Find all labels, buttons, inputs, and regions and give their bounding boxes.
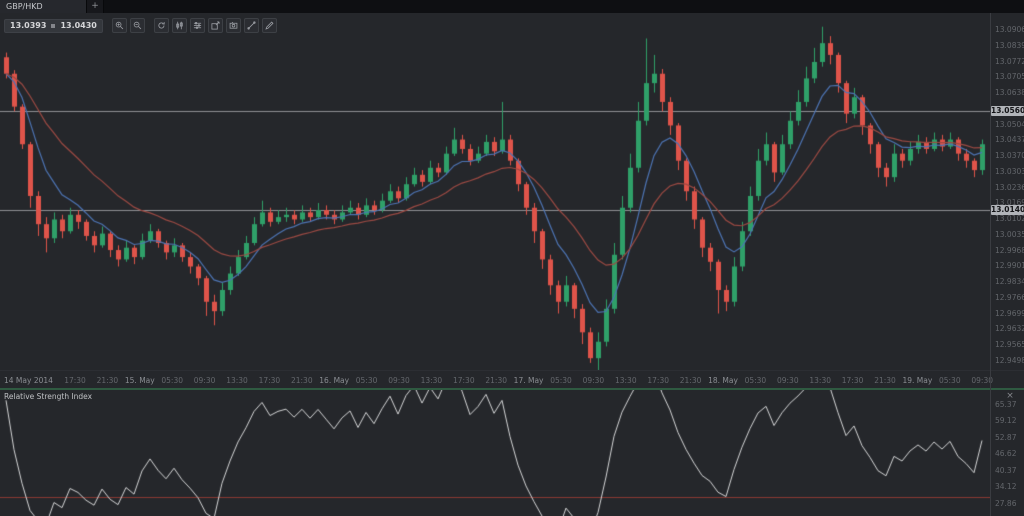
draw-icon[interactable]: [261, 18, 277, 33]
price-tick-label: 12.9632: [995, 324, 1024, 334]
indicators-icon[interactable]: [189, 18, 205, 33]
axis-separator-line: [990, 13, 991, 516]
rsi-title: Relative Strength Index: [4, 392, 93, 401]
candlestick-icon[interactable]: [171, 18, 187, 33]
zoom-out-icon[interactable]: [129, 18, 145, 33]
rsi-tick-label: 65.37: [995, 399, 1017, 409]
time-axis: 14 May 2014 17:30 21:30 15. May 05:30 09:30 13…: [0, 370, 1024, 389]
zoom-reset-icon[interactable]: [153, 18, 169, 33]
price-tick-label: 13.0705: [995, 72, 1024, 82]
compare-icon[interactable]: [207, 18, 223, 33]
time-axis-label: 18. May: [708, 376, 738, 385]
time-axis-label: 09:30: [193, 376, 216, 385]
rsi-tick-label: 40.37: [995, 465, 1017, 475]
time-axis-label: 21:30: [96, 376, 119, 385]
rsi-tick-label: 34.12: [995, 482, 1017, 492]
screenshot-icon[interactable]: [225, 18, 241, 33]
tab-bar: GBP/HKD +: [0, 0, 1024, 14]
rsi-tick-label: 52.87: [995, 432, 1017, 442]
time-axis-label: 14 May 2014: [4, 376, 53, 385]
time-axis-label: 17:30: [258, 376, 281, 385]
price-tick-label: 12.9565: [995, 340, 1024, 350]
time-axis-label: 09:30: [582, 376, 605, 385]
time-axis-label: 05:30: [161, 376, 183, 385]
time-axis-label: 05:30: [550, 376, 572, 385]
price-tick-label: 13.0236: [995, 182, 1024, 192]
time-axis-label: 16. May: [319, 376, 350, 385]
zoom-in-icon[interactable]: [111, 18, 127, 33]
trend-line-icon[interactable]: [243, 18, 259, 33]
time-axis-label: 17. May: [513, 376, 544, 385]
time-axis-label: 13:30: [614, 376, 637, 385]
price-tick-label: 13.0370: [995, 151, 1024, 160]
price-tick-label: 13.0638: [995, 88, 1024, 97]
price-level-tag: 13.0140: [991, 205, 1024, 216]
rsi-panel: Relative Strength Index × 65.37 59.12 52.8…: [0, 388, 1024, 516]
time-axis-label: 13:30: [809, 376, 831, 385]
price-tick-label: 13.0102: [995, 214, 1024, 223]
ask-price[interactable]: 13.0430: [60, 21, 97, 30]
time-axis-label: 05:30: [355, 376, 378, 385]
time-axis-label: 15. May: [124, 376, 155, 385]
price-tick-label: 13.0437: [995, 135, 1024, 145]
time-axis-label: 13:30: [420, 376, 443, 385]
time-axis-label: 05:30: [938, 376, 961, 385]
price-tick-label: 12.9901: [995, 261, 1024, 271]
time-axis-label: 21:30: [290, 376, 313, 385]
time-axis-label: 09:30: [971, 376, 993, 385]
price-tick-label: 12.9498: [995, 356, 1024, 365]
time-axis-label: 17:30: [452, 376, 475, 385]
time-axis-label: 17:30: [64, 376, 86, 385]
panel-separator[interactable]: [0, 388, 1024, 390]
time-axis-label: 13:30: [226, 376, 248, 385]
price-tick-label: 13.0839: [995, 40, 1024, 50]
time-axis-label: 09:30: [388, 376, 410, 385]
time-axis-label: 17:30: [841, 376, 864, 385]
tab-gbphkd[interactable]: GBP/HKD: [0, 0, 87, 13]
price-tick-label: 12.9834: [995, 277, 1024, 286]
price-tick-label: 13.0906: [995, 25, 1024, 34]
price-tick-label: 12.9699: [995, 308, 1024, 318]
price-tick-label: 13.0772: [995, 56, 1024, 66]
rsi-tick-label: 27.86: [995, 499, 1017, 509]
price-tick-label: 12.9968: [995, 245, 1024, 255]
rsi-tick-label: 59.12: [995, 416, 1017, 426]
chart-toolbar: 13.0393 13.0430: [4, 18, 277, 33]
bid-price[interactable]: 13.0393: [10, 21, 47, 30]
time-axis-label: 09:30: [776, 376, 799, 385]
time-axis-label: 21:30: [485, 376, 507, 385]
price-level-tag: 13.0560: [991, 106, 1024, 117]
price-tick-label: 13.0035: [995, 229, 1024, 239]
time-axis-label: 17:30: [647, 376, 669, 385]
bid-ask-quote[interactable]: 13.0393 13.0430: [4, 18, 103, 33]
time-axis-label: 21:30: [679, 376, 702, 385]
price-tick-label: 12.9766: [995, 292, 1024, 302]
price-tick-label: 13.0504: [995, 119, 1024, 129]
time-axis-label: 21:30: [874, 376, 896, 385]
price-tick-label: 13.0303: [995, 166, 1024, 176]
spread-square-icon: [51, 23, 56, 28]
toolbar-icon-row: [109, 18, 277, 33]
rsi-close-button[interactable]: ×: [1006, 391, 1014, 401]
new-tab-button[interactable]: +: [87, 0, 104, 13]
rsi-tick-label: 46.62: [995, 449, 1017, 459]
price-chart-canvas[interactable]: [0, 13, 990, 370]
price-tick-label: 13.0169: [995, 198, 1024, 208]
rsi-chart-canvas[interactable]: [0, 390, 990, 516]
chart-stage: 13.0393 13.0430 13.0906 13.0839 13.0772 13.…: [0, 13, 1024, 516]
time-axis-label: 19. May: [902, 376, 933, 385]
time-axis-label: 05:30: [744, 376, 767, 385]
